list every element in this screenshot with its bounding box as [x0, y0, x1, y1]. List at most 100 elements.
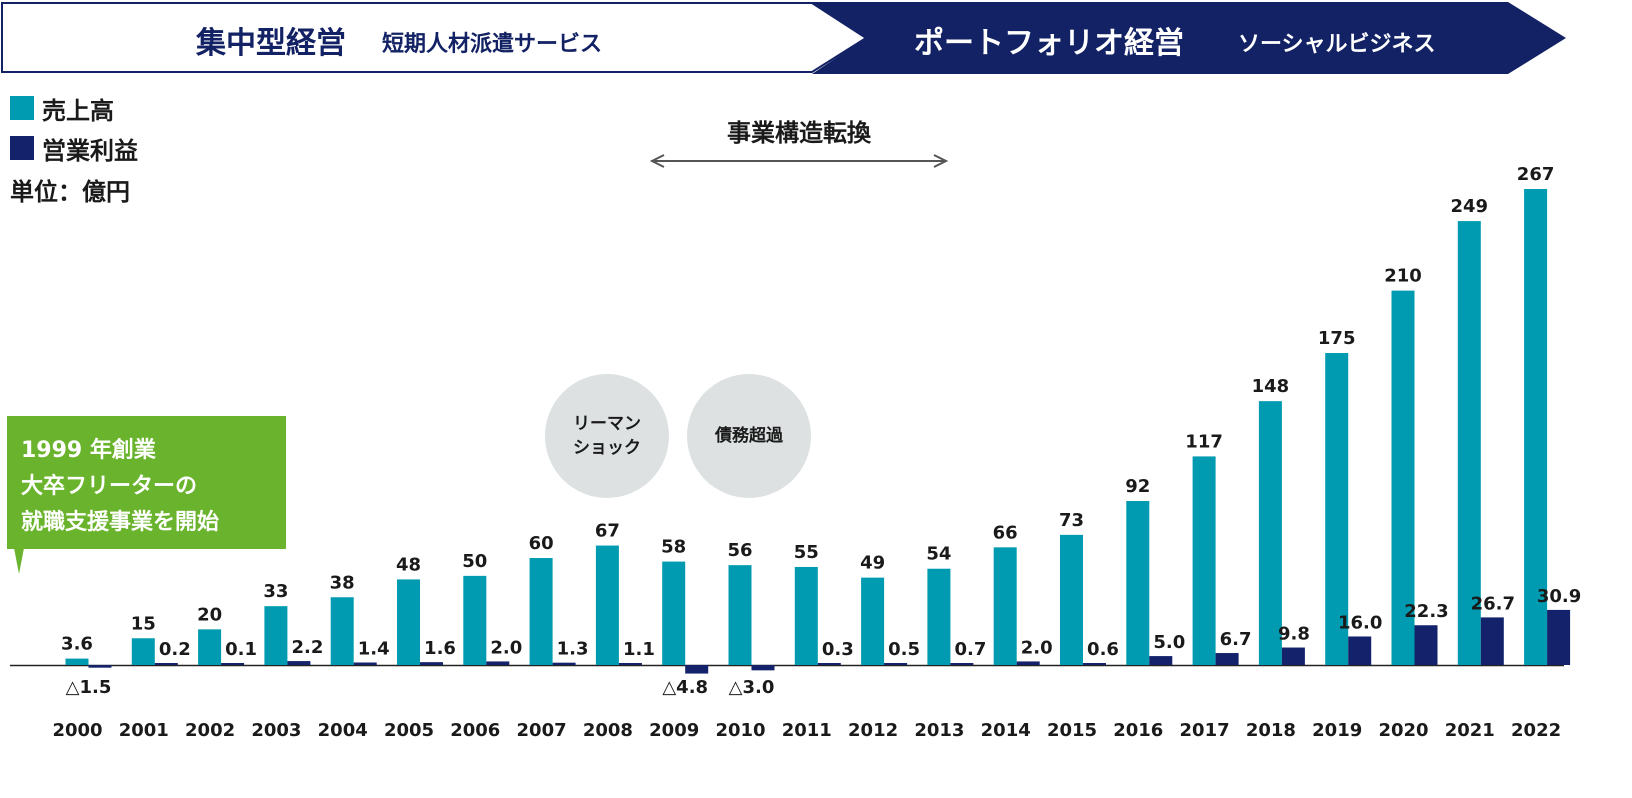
sales-bar-2004 [330, 597, 354, 665]
profit-value-label-2000: △1.5 [66, 677, 112, 698]
profit-bar-2009 [685, 665, 709, 674]
sales-bar-2015 [1060, 534, 1083, 665]
profit-value-label-2007: 1.3 [557, 639, 589, 660]
profit-bar-2015 [1083, 663, 1106, 665]
x-tick-label-2022: 2022 [1511, 720, 1561, 741]
sales-value-label-2007: 60 [529, 533, 554, 554]
sales-bar-2014 [993, 547, 1017, 665]
profit-bar-2016 [1149, 656, 1173, 665]
profit-value-label-2018: 9.8 [1278, 624, 1310, 645]
profit-bar-2001 [154, 663, 178, 665]
unit-label: 単位：億円 [10, 178, 130, 206]
lehman-shock-bubble: リーマン ショック [545, 374, 669, 498]
x-tick-label-2006: 2006 [450, 720, 500, 741]
profit-bar-2019 [1348, 636, 1372, 665]
profit-value-label-2022: 30.9 [1537, 586, 1581, 607]
profit-bar-2018 [1281, 647, 1305, 665]
x-tick-label-2021: 2021 [1445, 720, 1495, 741]
sales-value-label-2013: 54 [926, 544, 951, 565]
profit-value-label-2010: △3.0 [729, 677, 775, 698]
sales-bar-2021 [1457, 221, 1481, 665]
sales-value-label-2019: 175 [1318, 328, 1356, 349]
x-tick-label-2010: 2010 [715, 720, 765, 741]
profit-value-label-2005: 1.6 [424, 638, 456, 659]
profit-bar-2004 [353, 662, 377, 665]
sales-bar-2008 [595, 545, 619, 665]
sales-value-label-2014: 66 [993, 522, 1018, 543]
sales-bar-2011 [794, 566, 818, 665]
callout-line-2: 大卒フリーターの [21, 474, 198, 499]
founding-callout: 1999 年創業 大卒フリーターの 就職支援事業を開始 [7, 416, 286, 549]
sales-bar-2020 [1391, 290, 1415, 665]
sales-bar-2017 [1192, 456, 1216, 665]
sales-bar-2010 [728, 565, 752, 665]
sales-value-label-2000: 3.6 [61, 634, 93, 655]
profit-value-label-2002: 0.1 [225, 639, 257, 660]
x-tick-label-2012: 2012 [848, 720, 898, 741]
callout-line-1: 1999 年創業 [21, 438, 156, 463]
sales-value-label-2001: 15 [131, 613, 156, 634]
profit-value-label-2021: 26.7 [1471, 593, 1515, 614]
profit-bar-2020 [1414, 625, 1438, 665]
legend-item-sales: 売上高 [10, 88, 138, 128]
profit-value-label-2009: △4.8 [662, 677, 708, 698]
profit-bar-2012 [884, 663, 908, 665]
sales-bar-2013 [927, 568, 951, 665]
profit-bar-2021 [1480, 617, 1504, 665]
sales-bar-2001 [131, 638, 155, 665]
bars-group [65, 189, 1571, 674]
profit-bar-2014 [1016, 661, 1040, 665]
sales-bar-2000 [65, 658, 89, 665]
sales-bar-2002 [198, 629, 222, 665]
x-tick-label-2015: 2015 [1047, 720, 1097, 741]
x-tick-label-2000: 2000 [52, 720, 102, 741]
profit-value-label-2016: 5.0 [1153, 632, 1185, 653]
sales-bar-2006 [463, 575, 487, 665]
profit-value-label-2014: 2.0 [1021, 637, 1053, 658]
sales-value-label-2022: 267 [1517, 164, 1555, 185]
transformation-arrow-right-head [933, 154, 949, 168]
sales-value-label-2016: 92 [1125, 476, 1150, 497]
profit-bar-2011 [817, 663, 841, 665]
sales-bar-2019 [1325, 353, 1349, 665]
sales-value-label-2006: 50 [462, 551, 487, 572]
x-tick-label-2004: 2004 [318, 720, 368, 741]
profit-value-label-2017: 6.7 [1220, 629, 1252, 650]
insolvency-label: 債務超過 [715, 426, 783, 446]
profit-bar-2003 [287, 661, 311, 665]
sales-value-label-2002: 20 [197, 604, 222, 625]
x-tick-label-2013: 2013 [914, 720, 964, 741]
x-tick-label-2014: 2014 [981, 720, 1031, 741]
x-tick-label-2020: 2020 [1378, 720, 1428, 741]
sales-value-label-2010: 56 [727, 540, 752, 561]
legend-label-profit: 営業利益 [42, 136, 138, 165]
x-tick-label-2003: 2003 [251, 720, 301, 741]
transformation-arrow-left-head [649, 154, 665, 168]
profit-value-label-2020: 22.3 [1404, 601, 1448, 622]
banner-left-shape [1, 2, 868, 73]
profit-value-label-2013: 0.7 [954, 639, 986, 660]
profit-value-label-2015: 0.6 [1087, 639, 1119, 660]
legend-label-sales: 売上高 [42, 96, 114, 125]
profit-bar-2006 [486, 661, 510, 665]
profit-value-label-2019: 16.0 [1338, 612, 1382, 633]
banner-left-subtitle: 短期人材派遣サービス [382, 32, 602, 57]
x-tick-label-2007: 2007 [517, 720, 567, 741]
sales-bar-2003 [264, 606, 288, 665]
sales-value-label-2011: 55 [794, 542, 819, 563]
x-tick-label-2002: 2002 [185, 720, 235, 741]
sales-bar-2012 [861, 577, 885, 665]
x-tick-label-2001: 2001 [119, 720, 169, 741]
x-tick-label-2011: 2011 [782, 720, 832, 741]
profit-value-label-2008: 1.1 [623, 639, 655, 660]
profit-value-label-2011: 0.3 [822, 639, 854, 660]
x-tick-label-2016: 2016 [1113, 720, 1163, 741]
sales-value-label-2008: 67 [595, 521, 620, 542]
sales-value-label-2003: 33 [263, 581, 288, 602]
sales-value-label-2015: 73 [1059, 510, 1084, 531]
sales-value-label-2020: 210 [1384, 266, 1422, 287]
legend-swatch-sales [10, 96, 34, 120]
x-tick-label-2017: 2017 [1180, 720, 1230, 741]
